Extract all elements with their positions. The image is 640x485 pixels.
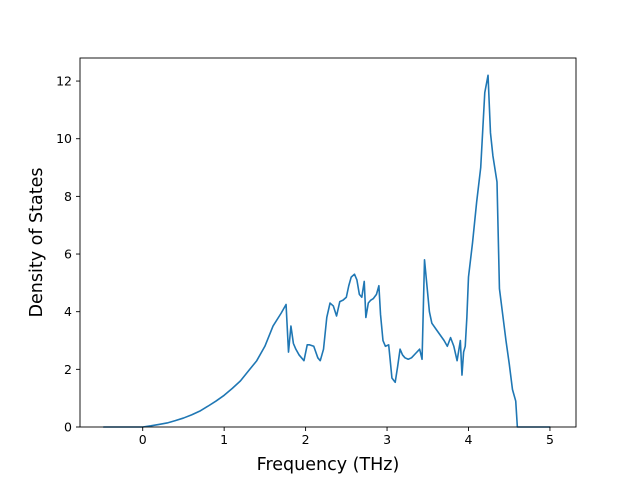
y-tick-label: 2 <box>64 362 72 377</box>
y-tick-label: 8 <box>64 189 72 204</box>
x-tick-label: 5 <box>546 432 554 447</box>
dos-series-line <box>102 74 551 428</box>
plot-area <box>102 74 551 428</box>
x-tick-label: 3 <box>383 432 391 447</box>
x-tick-label: 2 <box>302 432 310 447</box>
x-tick-label: 0 <box>139 432 147 447</box>
y-tick-label: 10 <box>56 131 72 146</box>
y-axis-label: Density of States <box>27 168 47 318</box>
x-tick-label: 4 <box>465 432 473 447</box>
x-axis-label: Frequency (THz) <box>257 455 400 475</box>
y-tick-label: 4 <box>64 304 72 319</box>
x-tick-label: 1 <box>220 432 228 447</box>
y-tick-label: 0 <box>64 420 72 435</box>
axes-frame <box>79 57 577 428</box>
y-tick-label: 6 <box>64 247 72 262</box>
y-tick-label: 12 <box>56 74 72 89</box>
